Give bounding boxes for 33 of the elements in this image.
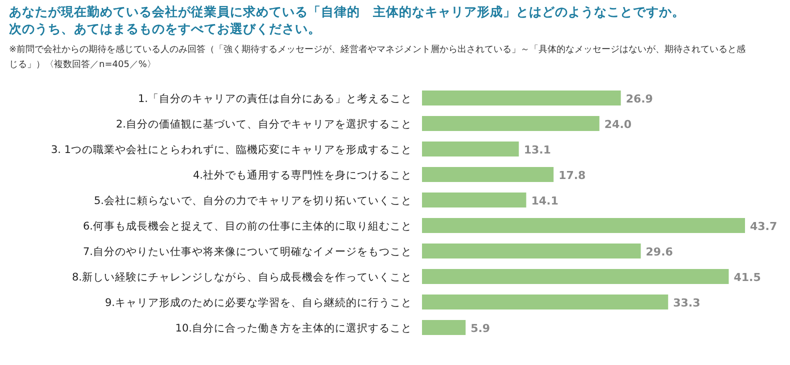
- y-tick-label: 10.自分に合った働き方を主体的に選択すること: [175, 322, 412, 334]
- y-tick-label: 3. 1つの職業や会社にとらわれずに、臨機応変にキャリアを形成すること: [50, 143, 412, 156]
- text: 次のうち、あてはまるものをすべてお選びください。: [9, 21, 321, 36]
- data-label: 17.8: [558, 169, 586, 182]
- bar: [422, 192, 526, 208]
- y-tick-label: 4.社外でも通用する専門性を身につけること: [192, 168, 412, 182]
- bar: [422, 320, 466, 335]
- bar: [422, 116, 600, 131]
- data-label: 43.7: [750, 220, 778, 233]
- y-tick-label: 6.何事も成長機会と捉えて、目の前の仕事に主体的に取り組むこと: [82, 220, 412, 232]
- bar: [422, 218, 745, 233]
- data-label: 29.6: [646, 246, 674, 258]
- data-label: 26.9: [626, 92, 653, 106]
- data-label: 24.0: [604, 118, 632, 131]
- y-tick-label: 8.新しい経験にチャレンジしながら、自ら成長機会を作っていくこと: [72, 270, 412, 284]
- text: ※前問で会社からの期待を感じている人のみ回答（「強く期待するメッセージが、経営者やマネジメント層から出されている」～「具体的なメッセージはないが、期待されていると感じる」）〈複数回答／n=405／%〉: [9, 44, 746, 70]
- data-label: 33.3: [673, 296, 700, 310]
- chart-title: あなたが現在勤めている会社が従業員に求めている「自律的 主体的なキャリア形成」とはどのようなことですか。: [9, 4, 685, 19]
- bar: [422, 294, 668, 310]
- bar: [422, 167, 554, 182]
- y-tick-label: 2.自分の価値観に基づいて、自分でキャリアを選択すること: [116, 118, 412, 130]
- y-tick-label: 1.「自分のキャリアの責任は自分にある」と考えること: [138, 92, 412, 105]
- data-label: 13.1: [524, 144, 551, 156]
- y-tick-label: 7.自分のやりたい仕事や将来像について明確なイメージをもつこと: [82, 245, 412, 258]
- y-tick-label: 9.キャリア形成のために必要な学習を、自ら継続的に行うこと: [104, 296, 412, 309]
- data-label: 41.5: [734, 271, 761, 284]
- data-label: 5.9: [470, 322, 490, 335]
- bar: [422, 269, 729, 284]
- data-label: 14.1: [531, 194, 558, 208]
- y-tick-label: 5.会社に頼らないで、自分の力でキャリアを切り拓いていくこと: [94, 194, 412, 207]
- bar: [422, 90, 621, 106]
- bar: [422, 142, 519, 156]
- bar: [422, 244, 641, 258]
